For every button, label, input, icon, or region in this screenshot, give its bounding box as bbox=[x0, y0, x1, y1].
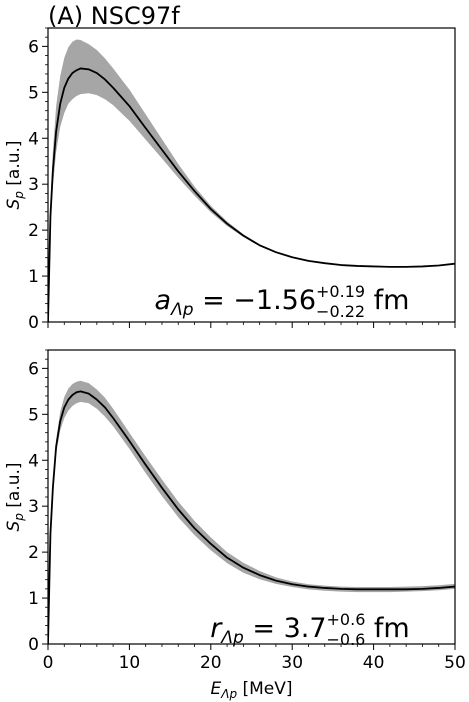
y-tick-label: 1 bbox=[28, 267, 39, 287]
y-tick-label: 3 bbox=[28, 497, 39, 517]
y-axis-label: Sp [a.u.] bbox=[4, 140, 26, 209]
x-tick-label: 40 bbox=[363, 653, 385, 673]
y-tick-label: 3 bbox=[28, 175, 39, 195]
central-curve bbox=[48, 390, 455, 644]
central-curve bbox=[48, 67, 455, 322]
y-tick-label: 5 bbox=[28, 83, 39, 103]
y-tick-label: 6 bbox=[28, 37, 39, 57]
x-tick-label: 0 bbox=[43, 653, 54, 673]
x-tick-label: 20 bbox=[200, 653, 222, 673]
y-tick-label: 2 bbox=[28, 543, 39, 563]
y-tick-label: 1 bbox=[28, 589, 39, 609]
x-tick-label: 30 bbox=[281, 653, 303, 673]
y-tick-label: 5 bbox=[28, 405, 39, 425]
parameter-annotation: rΛp = 3.7+0.6 −0.6 fm bbox=[210, 610, 409, 649]
y-tick-label: 0 bbox=[28, 313, 39, 333]
panel-top: 0 1 2 3 4 5 6 Sp [a.u.] aΛp = −1.56+0.19 −0.22 fm bbox=[4, 27, 456, 333]
figure-title: (A) NSC97f bbox=[48, 2, 180, 30]
uncertainty-band bbox=[48, 380, 455, 644]
y-tick-label: 2 bbox=[28, 221, 39, 241]
panel-bottom: 0 1 2 3 4 5 6 0 10 20 30 40 50 Sp [a.u.] EΛp [MeV] rΛp … bbox=[4, 349, 466, 701]
x-tick-label: 50 bbox=[444, 653, 466, 673]
y-tick-label: 4 bbox=[28, 129, 39, 149]
y-tick-label: 6 bbox=[28, 359, 39, 379]
axes-frame bbox=[47, 349, 456, 645]
x-axis-label: EΛp [MeV] bbox=[210, 679, 292, 701]
uncertainty-band bbox=[48, 39, 455, 322]
y-axis-label: Sp [a.u.] bbox=[4, 462, 26, 531]
x-tick-label: 10 bbox=[119, 653, 141, 673]
y-tick-label: 4 bbox=[28, 451, 39, 471]
parameter-annotation: aΛp = −1.56+0.19 −0.22 fm bbox=[155, 282, 410, 321]
y-tick-label: 0 bbox=[28, 635, 39, 655]
